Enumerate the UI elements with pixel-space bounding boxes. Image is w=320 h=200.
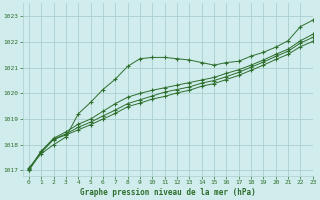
X-axis label: Graphe pression niveau de la mer (hPa): Graphe pression niveau de la mer (hPa) <box>80 188 256 197</box>
